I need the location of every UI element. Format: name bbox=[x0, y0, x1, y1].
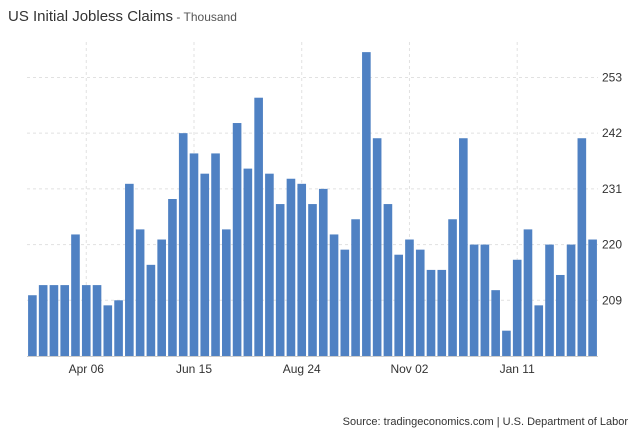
bar bbox=[168, 199, 177, 356]
bar bbox=[545, 244, 554, 356]
y-tick-label: 209 bbox=[602, 293, 622, 307]
bar bbox=[254, 97, 263, 357]
x-tick-label: Jun 15 bbox=[176, 362, 212, 376]
bar bbox=[480, 244, 490, 356]
bar bbox=[308, 204, 317, 356]
bar bbox=[60, 285, 70, 356]
bar bbox=[415, 249, 425, 356]
bar bbox=[275, 204, 285, 356]
bar bbox=[318, 188, 328, 356]
bar bbox=[351, 219, 360, 356]
bar bbox=[405, 239, 414, 356]
bar bbox=[28, 295, 37, 356]
bar bbox=[297, 183, 307, 356]
bar bbox=[577, 138, 587, 356]
bar bbox=[426, 269, 436, 356]
bar bbox=[362, 52, 371, 356]
bar bbox=[71, 234, 80, 356]
bar bbox=[372, 138, 382, 356]
bar bbox=[588, 239, 597, 356]
y-tick-label: 242 bbox=[602, 126, 622, 140]
bar bbox=[200, 173, 210, 356]
bar bbox=[491, 290, 500, 356]
bar bbox=[555, 274, 565, 356]
bar bbox=[523, 229, 533, 356]
bar bbox=[512, 259, 522, 356]
bar bbox=[157, 239, 166, 356]
y-tick-label: 253 bbox=[602, 70, 622, 84]
bar bbox=[125, 183, 134, 356]
bar bbox=[265, 173, 274, 356]
bar bbox=[286, 178, 296, 356]
source-note: Source: tradingeconomics.com | U.S. Depa… bbox=[342, 416, 628, 428]
bar bbox=[534, 305, 544, 356]
bar bbox=[146, 264, 156, 356]
x-tick-label: Jan 11 bbox=[500, 362, 535, 376]
chart-title-block: US Initial Jobless Claims - Thousand bbox=[8, 8, 237, 26]
x-tick-label: Aug 24 bbox=[283, 362, 321, 376]
bar bbox=[437, 269, 447, 356]
chart-title: US Initial Jobless Claims bbox=[8, 8, 174, 25]
y-tick-label: 231 bbox=[602, 182, 622, 196]
x-tick-label: Apr 06 bbox=[69, 362, 105, 376]
y-tick-label: 220 bbox=[602, 238, 622, 252]
bar bbox=[232, 123, 242, 356]
x-tick-label: Nov 02 bbox=[390, 362, 428, 376]
bar bbox=[178, 133, 188, 356]
bar bbox=[243, 168, 253, 356]
bar bbox=[448, 219, 457, 356]
chart-subtitle: Thousand bbox=[183, 10, 237, 24]
bar bbox=[469, 244, 479, 356]
bar bbox=[383, 204, 393, 356]
bar bbox=[329, 234, 339, 356]
bar bbox=[92, 285, 102, 356]
bar bbox=[459, 138, 468, 356]
bar bbox=[222, 229, 231, 356]
bar bbox=[81, 285, 91, 356]
bar bbox=[340, 249, 350, 356]
bar bbox=[566, 244, 576, 356]
bar bbox=[502, 330, 511, 356]
bar bbox=[114, 300, 123, 356]
bar bbox=[49, 285, 59, 356]
chart-subtitle-separator: - bbox=[173, 10, 184, 24]
bar bbox=[103, 305, 113, 356]
bar bbox=[211, 153, 220, 356]
bar bbox=[189, 153, 199, 356]
bar bbox=[38, 285, 48, 356]
bar bbox=[394, 254, 403, 356]
bar bbox=[135, 229, 145, 356]
